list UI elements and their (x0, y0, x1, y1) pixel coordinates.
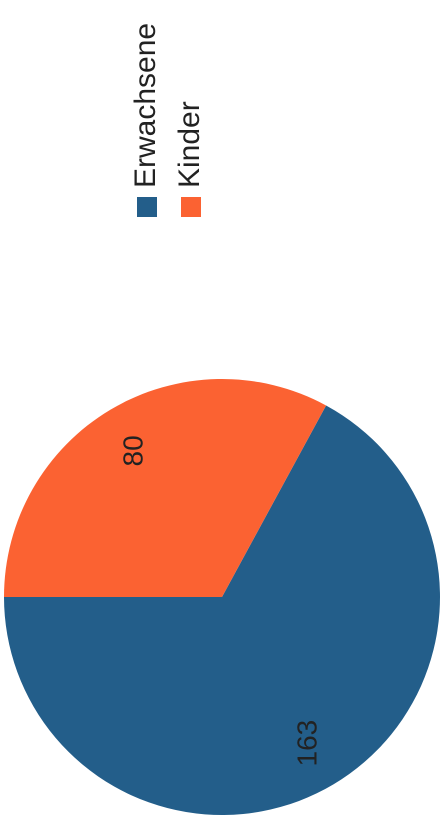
data-label: 80 (117, 435, 148, 466)
legend-swatch (181, 197, 201, 217)
pie-slice (3, 405, 440, 815)
pie-slice (4, 379, 327, 597)
legend-label: Kinder (173, 101, 206, 188)
legend-label: Erwachsene (129, 23, 162, 188)
legend-swatch (137, 197, 157, 217)
data-label: 163 (291, 720, 322, 767)
